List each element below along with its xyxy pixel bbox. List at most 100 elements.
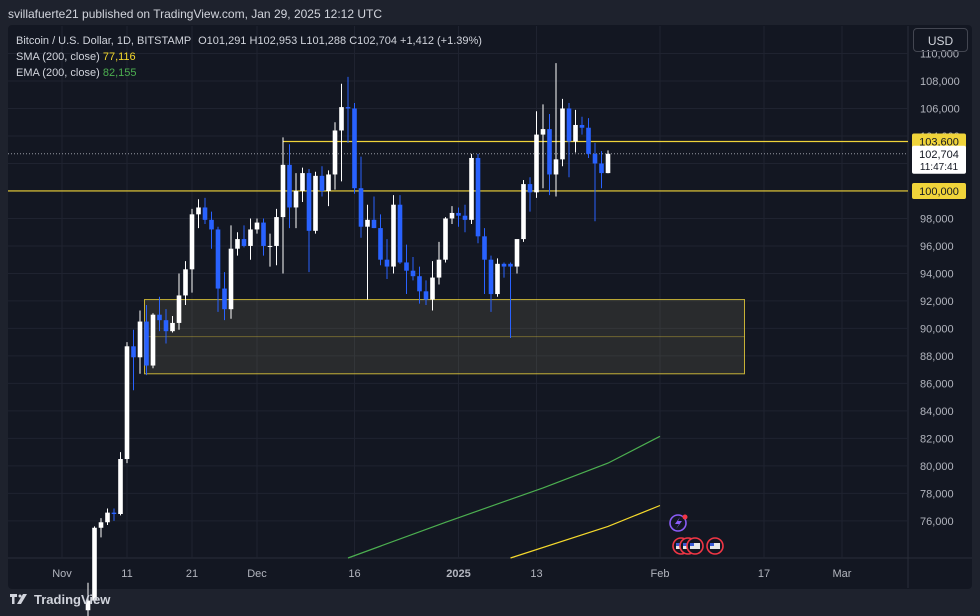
candle-body: [599, 163, 604, 174]
candle-body: [365, 219, 370, 227]
candle-body: [248, 229, 253, 246]
candle-body: [332, 130, 338, 175]
candle-body: [521, 184, 526, 240]
chart-panel[interactable]: [8, 25, 972, 589]
candle-body: [85, 600, 91, 611]
candle-body: [222, 288, 227, 310]
candle-body: [352, 108, 357, 189]
sma-label: SMA (200, close): [16, 51, 100, 63]
time-tick-label: 13: [530, 568, 542, 580]
candle-body: [280, 164, 286, 218]
price-tick-label: 92,000: [920, 296, 954, 308]
candle-body: [469, 157, 474, 220]
candle-body: [456, 212, 461, 216]
candle-body: [118, 459, 123, 515]
candle-body: [534, 134, 539, 193]
candle-body: [202, 207, 208, 220]
time-tick-label: Dec: [247, 568, 267, 580]
candle-body: [384, 259, 390, 267]
candle-body: [131, 346, 136, 358]
lightning-bolt-icon: [675, 517, 682, 529]
us-flag-canton: [710, 543, 714, 546]
time-tick-label: 21: [186, 568, 198, 580]
last-price-tag: [912, 145, 966, 174]
candle-body: [566, 108, 572, 142]
candle-body: [306, 173, 312, 231]
currency-button[interactable]: USD: [913, 28, 968, 52]
price-tick-label: 82,000: [920, 433, 954, 445]
us-flag-canton: [683, 543, 687, 546]
grid-lines: [8, 26, 972, 588]
time-tick-label: 11: [121, 568, 132, 580]
candle-body: [196, 207, 201, 215]
candle-body: [137, 321, 143, 358]
tradingview-logo-icon: [10, 593, 27, 604]
symbol-title: Bitcoin / U.S. Dollar, 1D, BITSTAMP: [16, 35, 192, 47]
candle-body: [261, 222, 266, 246]
time-tick-label: Mar: [833, 568, 852, 580]
price-axis: 76,000 78,000 80,000 82,000 84,000 86,000 88,0…: [920, 48, 960, 527]
candle-body: [410, 270, 416, 277]
candle-body: [157, 314, 162, 321]
candle-body: [345, 107, 351, 109]
footer-brand: TradingView: [10, 592, 110, 607]
candle-body: [605, 153, 611, 174]
candle-body: [144, 321, 149, 366]
candle-body: [547, 129, 552, 175]
candle-body: [209, 219, 214, 230]
brand-name: TradingView: [34, 592, 111, 607]
candle-body: [501, 263, 507, 267]
candle-body: [98, 522, 104, 528]
candle-body: [482, 236, 487, 260]
candle-body: [508, 263, 513, 267]
candle-body: [163, 320, 169, 332]
candle-body: [417, 276, 422, 292]
candle-body: [391, 204, 396, 267]
time-tick-label: 17: [758, 568, 770, 580]
candle-body: [514, 239, 520, 267]
ema-label: EMA (200, close): [16, 67, 100, 79]
candle-body: [111, 512, 117, 515]
price-tick-label: 90,000: [920, 323, 954, 335]
us-flag-canton: [690, 543, 694, 546]
level-price-tag: [912, 133, 966, 150]
publisher-info: svillafuerte21 published on TradingView.…: [8, 7, 383, 21]
candle-body: [267, 245, 273, 247]
candle-body: [170, 322, 175, 332]
candle-body: [443, 218, 448, 260]
time-tick-label: Nov: [52, 568, 72, 580]
candle-body: [430, 277, 435, 300]
moving-averages: [347, 435, 661, 559]
candle-body: [527, 184, 533, 193]
low-value: L101,288: [300, 35, 347, 47]
candle-body: [397, 204, 403, 263]
candle-body: [592, 153, 598, 164]
candle-body: [254, 222, 260, 230]
candle-body: [319, 175, 325, 191]
ema-line: [347, 435, 661, 559]
high-value: H102,953: [249, 35, 298, 47]
candle-body: [215, 229, 221, 289]
ema-line-legend: EMA (200, close) 82,155: [16, 65, 482, 81]
candle-body: [313, 175, 318, 231]
candle-body: [423, 291, 429, 300]
time-tick-label: 16: [348, 568, 360, 580]
candle-body: [105, 512, 110, 523]
candle-body: [92, 527, 97, 601]
price-tick-label: 84,000: [920, 406, 954, 418]
sma-line-legend: SMA (200, close) 77,116: [16, 49, 482, 65]
notification-dot-icon: [682, 514, 688, 520]
last-price-tag-text: 102,704: [919, 149, 959, 161]
price-tick-label: 78,000: [920, 488, 954, 500]
price-tick-label: 96,000: [920, 241, 954, 253]
open-value: O101,291: [198, 35, 247, 47]
level-price-tag-text: 103,600: [919, 136, 959, 148]
close-value: C102,704: [349, 35, 397, 47]
price-tick-label: 108,000: [920, 76, 960, 88]
candle-body: [579, 124, 585, 128]
price-tick-label: 88,000: [920, 351, 954, 363]
candle-body: [358, 188, 364, 227]
candle-body: [449, 212, 455, 219]
